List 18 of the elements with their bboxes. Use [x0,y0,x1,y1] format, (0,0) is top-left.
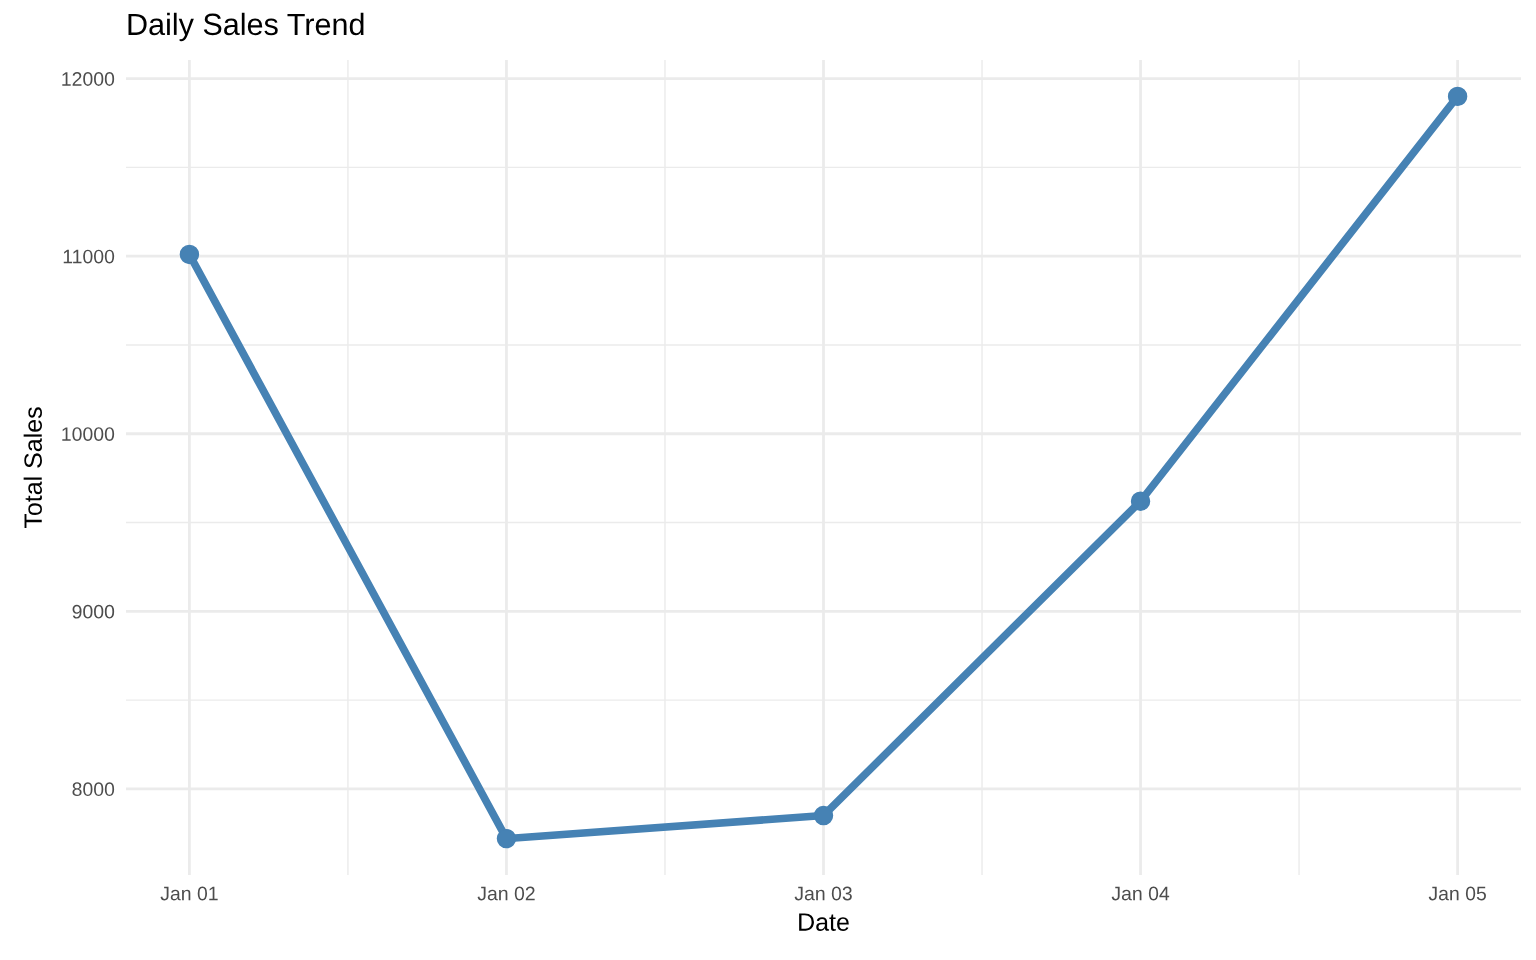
point [1447,86,1468,107]
point [179,244,200,265]
x-axis-title: Date [799,913,849,931]
x-tick-label: Jan 02 [477,886,535,901]
y-tick-label: 10000 [62,427,115,441]
x-tick-label: Jan 04 [1111,886,1170,901]
point [496,828,517,849]
y-tick-label: 12000 [62,72,115,86]
point [1130,491,1151,511]
chart-title: Daily Sales Trend [128,12,364,42]
x-tick-label: Jan 05 [1428,886,1486,901]
y-tick-label: 8000 [72,782,115,797]
point [813,805,834,826]
y-tick-label: 11000 [63,249,115,264]
y-axis-title: Total Sales [23,407,42,529]
x-tick-label: Jan 01 [160,886,218,901]
y-tick-label: 9000 [72,604,115,619]
x-tick-label: Jan 03 [794,886,852,901]
